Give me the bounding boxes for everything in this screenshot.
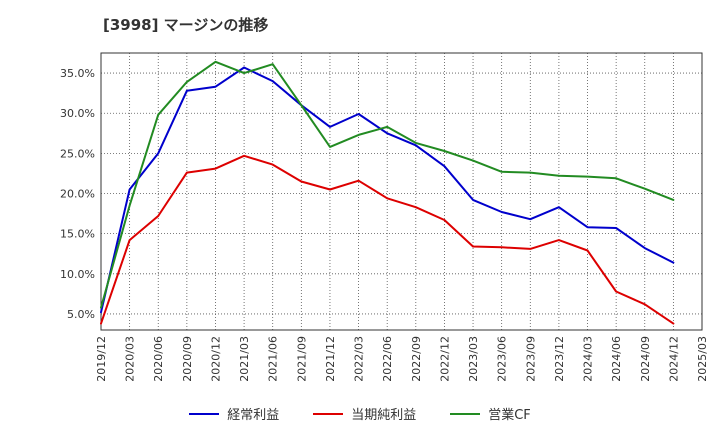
legend-label-operating-cf: 営業CF (488, 408, 531, 423)
x-tick-label: 2023/06 (496, 336, 509, 382)
y-tick-label: 15.0% (60, 228, 95, 241)
x-tick-label: 2020/03 (124, 336, 137, 382)
x-tick-label: 2020/12 (209, 336, 222, 382)
y-tick-label: 30.0% (60, 107, 95, 120)
legend-item-operating-cf: 営業CF (450, 404, 531, 423)
x-tick-label: 2024/06 (610, 336, 623, 382)
x-tick-label: 2023/03 (467, 336, 480, 382)
legend-swatch-ordinary-profit (189, 412, 220, 415)
legend-swatch-operating-cf (450, 412, 481, 415)
chart-legend: 経常利益 当期純利益 営業CF (0, 404, 720, 423)
x-tick-label: 2024/03 (582, 336, 595, 382)
x-tick-label: 2023/12 (553, 336, 566, 382)
y-tick-label: 25.0% (60, 147, 95, 160)
x-tick-label: 2021/06 (267, 336, 280, 382)
x-tick-label: 2024/09 (639, 336, 652, 382)
series-line-2 (100, 60, 675, 309)
x-tick-label: 2020/06 (152, 336, 165, 382)
plot-frame (100, 52, 703, 331)
x-tick-label: 2021/09 (295, 336, 308, 382)
x-tick-label: 2022/06 (381, 336, 394, 382)
x-tick-label: 2022/03 (353, 336, 366, 382)
legend-label-ordinary-profit: 経常利益 (227, 408, 280, 423)
y-tick-label: 10.0% (60, 268, 95, 281)
x-tick-label: 2019/12 (95, 336, 108, 382)
legend-item-net-income: 当期純利益 (313, 404, 416, 423)
x-tick-label: 2024/12 (667, 336, 680, 382)
legend-item-ordinary-profit: 経常利益 (189, 404, 279, 423)
chart-title: [3998] マージンの推移 (103, 16, 269, 34)
series-line-0 (100, 66, 675, 314)
y-tick-label: 20.0% (60, 188, 95, 201)
x-tick-label: 2023/09 (524, 336, 537, 382)
y-tick-label: 35.0% (60, 67, 95, 80)
x-tick-label: 2022/12 (438, 336, 451, 382)
x-tick-label: 2022/09 (410, 336, 423, 382)
legend-label-net-income: 当期純利益 (351, 408, 417, 423)
series-line-1 (100, 154, 675, 325)
x-tick-label: 2021/03 (238, 336, 251, 382)
x-tick-label: 2021/12 (324, 336, 337, 382)
y-tick-label: 5.0% (67, 308, 95, 321)
x-tick-label: 2020/09 (181, 336, 194, 382)
plot-area (101, 53, 702, 330)
x-tick-label: 2025/03 (696, 336, 709, 382)
legend-swatch-net-income (313, 412, 344, 415)
